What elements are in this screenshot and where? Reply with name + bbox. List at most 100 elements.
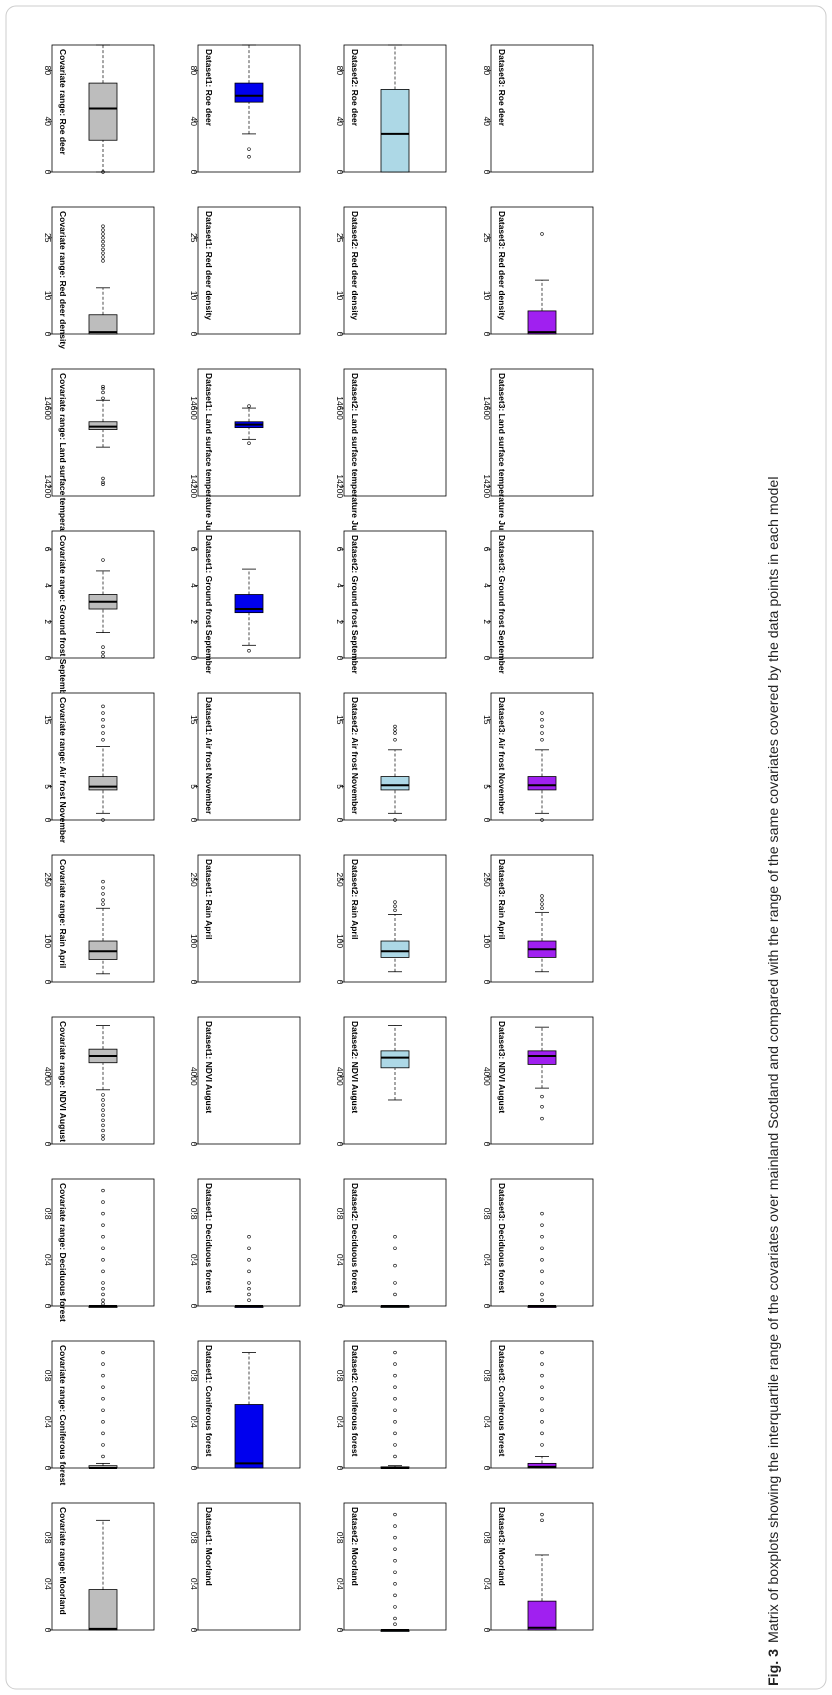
tick-label: 14200: [335, 474, 345, 498]
plot-frame: [197, 1016, 301, 1145]
tick-label: 2: [189, 619, 199, 624]
outlier-point: [393, 724, 397, 729]
outlier-point: [101, 1397, 105, 1401]
tick-label: 0: [43, 332, 53, 337]
outlier-point: [101, 879, 105, 884]
outlier-point: [101, 892, 105, 896]
tick-label: 0: [43, 170, 53, 175]
outlier-point: [393, 738, 397, 742]
panel-dataset3-5: 250 100 0 Dataset3: Rain April: [482, 854, 594, 985]
panel-title: Dataset2: Deciduous forest: [350, 1183, 360, 1293]
panel-dataset1-4: 15 5 0 Dataset1: Air frost November: [189, 692, 301, 823]
outlier-point: [101, 1350, 105, 1355]
panel-title: Covariate range: Ground frost September: [58, 535, 68, 703]
panel-dataset1-5: 250 100 0 Dataset1: Rain April: [189, 854, 301, 985]
outlier-point: [101, 1246, 105, 1250]
panel-dataset2-8: 0.8 0.4 0 Dataset2: Coniferous forest: [335, 1340, 447, 1471]
iqr-box: [380, 940, 410, 958]
panel-covariate-7: 0.8 0.4 0 Covariate range: Deciduous forest: [43, 1178, 155, 1322]
caption-label: Fig. 3: [766, 1649, 782, 1686]
tick-label: 4000: [189, 1067, 199, 1086]
panel-dataset1-1: 25 10 0 Dataset1: Red deer density: [189, 206, 301, 337]
tick-label: 0.4: [335, 1416, 345, 1428]
outlier-point: [247, 155, 251, 159]
panel-covariate-6: 4000 0 Covariate range: NDVI August: [43, 1016, 155, 1147]
tick-label: 0: [335, 656, 345, 661]
panel-title: Dataset1: Red deer density: [204, 211, 214, 320]
outlier-point: [540, 1408, 544, 1412]
tick-label: 0: [43, 1142, 53, 1147]
outlier-point: [247, 1292, 251, 1297]
outlier-point: [101, 1269, 105, 1274]
tick-label: 80: [335, 66, 345, 76]
outlier-point: [393, 1431, 397, 1436]
outlier-point: [247, 1235, 251, 1239]
outlier-point: [393, 1292, 397, 1297]
iqr-box: [88, 776, 118, 791]
outlier-point: [247, 441, 251, 445]
tick-label: 100: [189, 934, 199, 948]
outlier-point: [101, 386, 105, 391]
plot-frame: [197, 854, 301, 983]
tick-label: 80: [43, 66, 53, 76]
panel-dataset2-6: 4000 0 Dataset2: NDVI August: [335, 1016, 447, 1147]
tick-label: 25: [482, 233, 492, 243]
outlier-point: [247, 1258, 251, 1262]
tick-label: 0: [335, 1628, 345, 1633]
tick-label: 14200: [482, 474, 492, 498]
outlier-point: [101, 1431, 105, 1436]
tick-label: 0.4: [189, 1254, 199, 1266]
plot-frame: [197, 206, 301, 335]
tick-label: 250: [189, 872, 199, 886]
outlier-point: [540, 1518, 544, 1523]
tick-label: 0.8: [482, 1208, 492, 1220]
panel-title: Dataset1: Deciduous forest: [204, 1183, 214, 1293]
tick-label: 0: [482, 1628, 492, 1633]
tick-label: 0: [335, 980, 345, 985]
outlier-point: [393, 1235, 397, 1239]
panel-dataset3-1: 25 10 0 Dataset3: Red deer density: [482, 206, 594, 337]
plot-frame: [51, 1178, 155, 1307]
panel-title: Dataset1: Moorland: [204, 1507, 214, 1586]
tick-label: 0: [43, 656, 53, 661]
tick-label: 0.8: [335, 1370, 345, 1382]
panel-title: Dataset2: Rain April: [350, 859, 360, 939]
plot-frame: [197, 1502, 301, 1631]
plot-frame: [343, 206, 447, 335]
tick-label: 0: [189, 818, 199, 823]
outlier-point: [393, 1582, 397, 1586]
outlier-point: [101, 1235, 105, 1239]
iqr-box: [527, 1462, 557, 1469]
tick-label: 14600: [482, 396, 492, 420]
outlier-point: [393, 1570, 397, 1574]
outlier-point: [101, 1108, 105, 1112]
tick-label: 15: [43, 715, 53, 725]
outlier-point: [540, 1292, 544, 1297]
tick-label: 14600: [189, 396, 199, 420]
tick-label: 0.8: [189, 1532, 199, 1544]
tick-label: 25: [43, 233, 53, 243]
tick-label: 2: [482, 619, 492, 624]
plot-frame: [490, 368, 594, 497]
outlier-point: [247, 1269, 251, 1274]
outlier-point: [393, 1616, 397, 1621]
outlier-point: [101, 243, 105, 248]
outlier-point: [540, 1281, 544, 1285]
outlier-point: [101, 654, 105, 658]
outlier-point: [101, 390, 105, 395]
tick-label: 0: [43, 980, 53, 985]
outlier-point: [101, 898, 105, 902]
outlier-point: [393, 1408, 397, 1412]
tick-label: 4000: [482, 1067, 492, 1086]
tick-label: 14600: [335, 396, 345, 420]
outlier-point: [101, 1443, 105, 1447]
tick-label: 4: [43, 583, 53, 588]
tick-label: 0.4: [189, 1416, 199, 1428]
outlier-point: [101, 1408, 105, 1412]
plot-frame: [343, 1178, 447, 1307]
panel-title: Covariate range: Red deer density: [58, 211, 68, 349]
iqr-box: [234, 1404, 264, 1469]
outlier-point: [393, 1547, 397, 1551]
tick-label: 0.8: [43, 1532, 53, 1544]
